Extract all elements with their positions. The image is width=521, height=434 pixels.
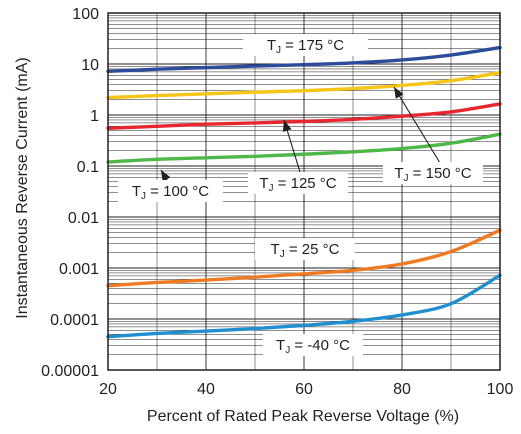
- y-tick-label: 1: [90, 108, 99, 125]
- annotation-text: TJ = 100 °C: [132, 183, 209, 202]
- x-tick-label: 20: [99, 381, 117, 398]
- annotation-background: [263, 334, 363, 356]
- y-axis-label: Instantaneous Reverse Current (mA): [14, 57, 31, 318]
- annotation-label: TJ = 150 °C: [383, 162, 483, 184]
- series-line: [106, 102, 502, 130]
- series-line: [106, 45, 502, 73]
- series-line: [106, 70, 502, 100]
- x-axis-label: Percent of Rated Peak Reverse Voltage (%…: [147, 408, 459, 425]
- x-tick-label: 60: [295, 381, 313, 398]
- y-tick-label: 0.0001: [50, 312, 99, 329]
- tick-labels: 0.00001 0.0001 0.001 0.01 0.1 1 10 100 20 40 60 80 1…: [41, 6, 513, 398]
- y-tick-label: 10: [81, 57, 99, 74]
- annotation-text: TJ = -40 °C: [276, 337, 350, 356]
- y-tick-label: 0.00001: [41, 363, 99, 380]
- annotation-label: TJ = 100 °C: [118, 180, 223, 202]
- series-line: [106, 273, 502, 339]
- annotation-arrow-head: [282, 120, 292, 132]
- y-tick-label: 0.001: [59, 261, 99, 278]
- annotation-text: TJ = 25 °C: [271, 241, 340, 260]
- y-tick-label: 0.1: [77, 159, 99, 176]
- annotation-label: TJ = 175 °C: [243, 34, 368, 56]
- series-line: [106, 228, 502, 288]
- annotation-background: [118, 180, 223, 202]
- annotation-text: TJ = 125 °C: [259, 175, 336, 194]
- annotation-background: [383, 162, 483, 184]
- y-tick-label: 0.01: [68, 210, 99, 227]
- annotation-arrow-head: [161, 170, 171, 182]
- annotation-text: TJ = 175 °C: [267, 37, 344, 56]
- annotation-background: [255, 238, 355, 260]
- annotations: TJ = 175 °C TJ = 150 °C TJ = 125 °C TJ = 10…: [118, 34, 483, 356]
- y-tick-label: 100: [72, 6, 99, 23]
- annotation-text: TJ = 150 °C: [394, 165, 471, 184]
- x-tick-label: 100: [487, 381, 514, 398]
- annotation-label: TJ = 25 °C: [255, 238, 355, 260]
- x-tick-label: 80: [393, 381, 411, 398]
- annotation-background: [248, 172, 348, 194]
- x-tick-label: 40: [197, 381, 215, 398]
- annotation-arrow-line: [393, 86, 441, 164]
- series-line: [106, 132, 502, 164]
- annotation-label: TJ = -40 °C: [263, 334, 363, 356]
- annotation-background: [243, 34, 368, 56]
- plot-frame: [107, 12, 501, 371]
- series-lines: [106, 45, 502, 339]
- annotation-arrow-head: [394, 87, 404, 99]
- annotation-label: TJ = 125 °C: [248, 172, 348, 194]
